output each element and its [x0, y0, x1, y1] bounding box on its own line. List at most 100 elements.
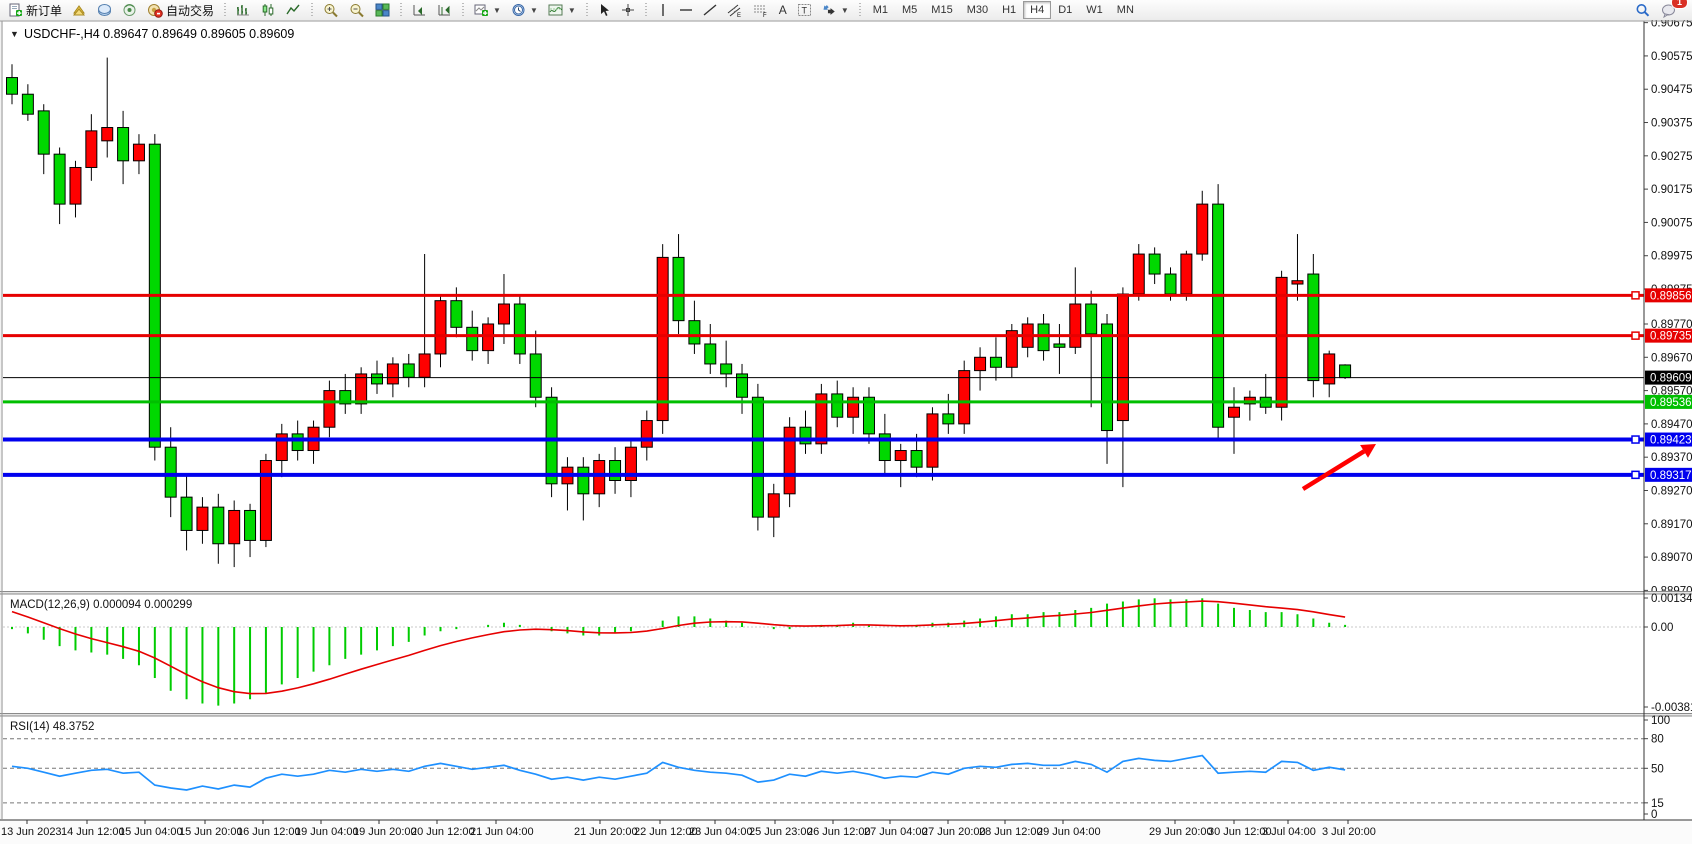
vertical-line-button[interactable]	[652, 0, 674, 20]
candle-body	[69, 166, 82, 205]
candle-body	[1005, 330, 1018, 368]
time-label: 23 Jun 04:00	[689, 826, 753, 838]
axis-tick-label: 0.90675	[1651, 20, 1692, 30]
timeframe-h4[interactable]: H4	[1023, 1, 1052, 19]
axis-tick-label: 0.90575	[1651, 51, 1692, 63]
candle-body	[751, 396, 764, 518]
arrow-annotation[interactable]	[1301, 444, 1376, 491]
zoom-out-button[interactable]	[344, 0, 370, 20]
zoom-in-button[interactable]	[318, 0, 344, 20]
new-order-label: 新订单	[26, 3, 63, 18]
candle-body	[672, 256, 685, 322]
candle-body	[974, 356, 987, 372]
candle-body	[1037, 323, 1050, 352]
time-label: 21 Jun 04:00	[470, 826, 534, 838]
pane-separator[interactable]	[0, 591, 1692, 595]
price-axis[interactable]: 0.90675 0.90575 0.90475 0.90375 0.90275 0.901…	[1644, 20, 1692, 597]
autotrading-label: 自动交易	[166, 3, 215, 18]
candle-body	[6, 77, 18, 95]
auto-scroll-button[interactable]	[407, 0, 432, 20]
text-tool-icon: A	[778, 3, 787, 17]
candlestick-chart-button[interactable]	[256, 0, 281, 20]
timeframe-m15[interactable]: M15	[931, 4, 953, 16]
arrows-tool-button[interactable]: ▼	[817, 0, 854, 20]
chart-area[interactable]: 0.90675 0.90575 0.90475 0.90375 0.90275 0.901…	[0, 20, 1692, 844]
new-order-button[interactable]: 新订单	[3, 0, 67, 20]
chart-shift-icon	[438, 5, 451, 16]
time-label: 28 Jun 12:00	[979, 826, 1043, 838]
timeframe-m30[interactable]: M30	[966, 4, 989, 16]
candle-body	[164, 446, 177, 498]
axis-tick-label: 0.89975	[1651, 251, 1692, 263]
line-handle[interactable]	[1631, 331, 1640, 340]
search-button[interactable]	[1630, 0, 1656, 20]
text-tool-button[interactable]: A	[774, 0, 792, 20]
axis-tick-label: 0.90375	[1651, 118, 1692, 130]
candle-body	[196, 506, 209, 531]
cursor-button[interactable]	[593, 0, 616, 20]
label-tool-icon: T	[797, 4, 811, 16]
crosshair-button[interactable]	[616, 0, 640, 20]
zoom-in-icon	[324, 3, 338, 17]
fibonacci-button[interactable]: F	[748, 0, 774, 20]
candle-body	[1212, 203, 1225, 428]
equidistant-channel-button[interactable]: E	[722, 0, 748, 20]
main-toolbar: 新订单 自动交易	[0, 0, 1692, 21]
time-label: 26 Jun 12:00	[807, 826, 871, 838]
line-handle[interactable]	[1631, 291, 1640, 300]
candle-body	[1085, 303, 1098, 335]
templates-button[interactable]: ▼	[543, 0, 581, 20]
hlines: 0.89856 0.89735 0.89609 0.89536 0.89423 0.893…	[3, 288, 1692, 482]
time-axis-bg[interactable]	[0, 820, 1692, 844]
tile-windows-button[interactable]	[370, 0, 395, 20]
candle-body	[736, 373, 749, 398]
market-watch-button[interactable]	[92, 0, 117, 20]
history-center-button[interactable]	[67, 0, 92, 20]
candle-body	[704, 343, 717, 365]
chart-shift-button[interactable]	[432, 0, 457, 20]
svg-text:E: E	[737, 13, 741, 18]
candle-body	[942, 413, 955, 425]
line-chart-button[interactable]	[281, 0, 306, 20]
autotrading-icon	[148, 3, 163, 18]
line-handle[interactable]	[1631, 435, 1640, 444]
candle-body	[450, 300, 463, 328]
timeframe-h1[interactable]: H1	[1002, 4, 1017, 16]
candle-body	[275, 433, 288, 462]
autotrading-button[interactable]: 自动交易	[142, 0, 219, 20]
signals-button[interactable]	[117, 0, 142, 20]
candle-body	[244, 509, 257, 541]
candle-body	[989, 356, 1002, 368]
pane-separator[interactable]	[0, 713, 1692, 717]
timeframe-m5[interactable]: M5	[902, 4, 918, 16]
arrow-shaft	[1301, 449, 1366, 491]
periods-button[interactable]: ▼	[506, 0, 543, 20]
timeframe-m1[interactable]: M1	[872, 4, 889, 16]
axis-tick-label: 0.90075	[1651, 217, 1692, 229]
candle-body	[847, 396, 860, 418]
candle-body	[640, 420, 653, 448]
rsi-axis-label: 100	[1651, 715, 1670, 727]
timeframe-d1[interactable]: D1	[1058, 4, 1073, 16]
chat-icon	[1662, 4, 1675, 18]
cursor-icon	[600, 4, 609, 16]
fibonacci-icon: F	[753, 5, 767, 18]
add-indicator-button[interactable]: ▼	[469, 0, 506, 20]
collapse-icon[interactable]: ▼	[10, 29, 19, 39]
line-handle[interactable]	[1631, 470, 1640, 480]
bar-chart-button[interactable]	[231, 0, 256, 20]
chat-button[interactable]: 1	[1656, 0, 1688, 20]
candle-body	[180, 496, 193, 531]
time-label: 14 Jun 12:00	[61, 826, 125, 838]
timeframe-w1[interactable]: W1	[1086, 4, 1103, 16]
horizontal-line-button[interactable]	[674, 0, 698, 20]
label-tool-button[interactable]: T	[792, 0, 817, 20]
time-label: 27 Jun 04:00	[864, 826, 928, 838]
candle-body	[418, 353, 431, 378]
timeframe-mn[interactable]: MN	[1116, 4, 1134, 16]
macd-axis-label: 0.00	[1651, 622, 1673, 634]
trendline-button[interactable]	[698, 0, 722, 20]
time-label: 22 Jun 12:00	[634, 826, 698, 838]
candle-body	[21, 93, 34, 115]
